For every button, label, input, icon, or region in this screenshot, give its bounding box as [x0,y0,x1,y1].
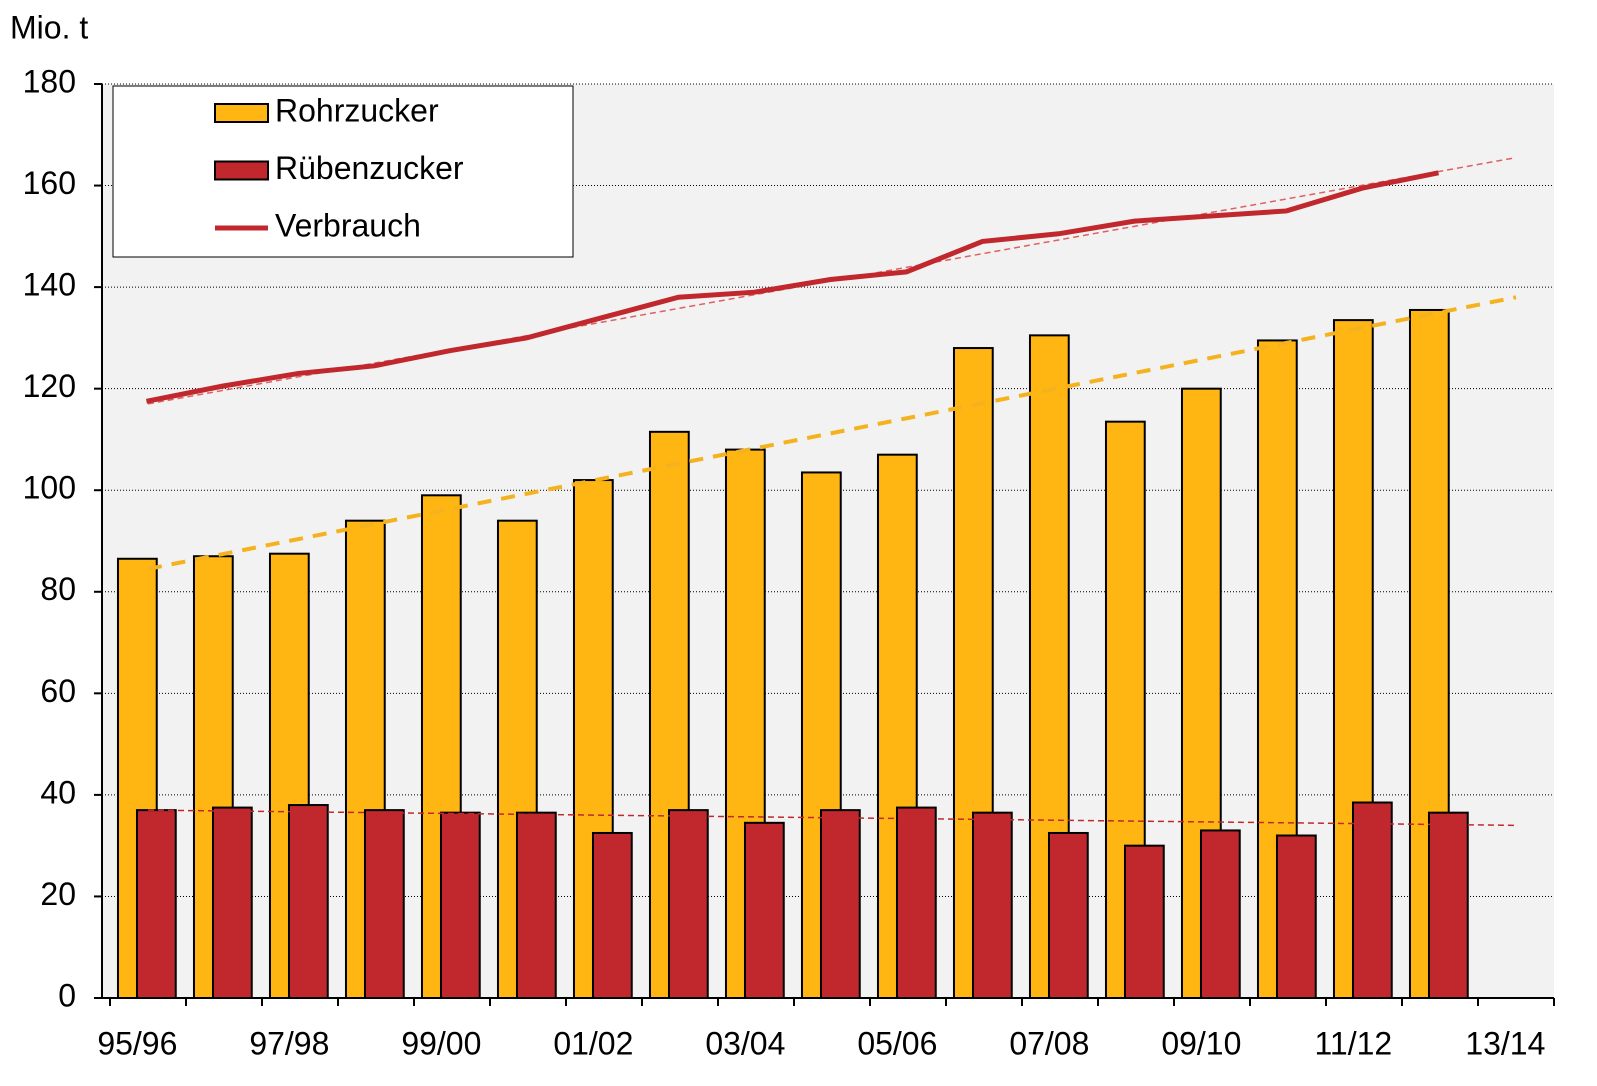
x-tick-label: 05/06 [857,1025,937,1061]
bar [971,811,1013,1000]
bar [363,809,405,999]
x-tick-label: 99/00 [401,1025,481,1061]
y-tick-label: 100 [23,470,76,506]
bar [743,821,785,999]
y-tick-label: 140 [23,267,76,303]
y-tick-label: 180 [23,63,76,99]
x-tick-label: 07/08 [1009,1025,1089,1061]
legend-swatch [214,103,269,123]
y-tick-label: 20 [40,876,76,912]
bar [135,809,177,999]
bar [1199,829,1241,1000]
y-tick-label: 0 [58,977,76,1013]
bar [211,806,253,999]
x-tick-label: 95/96 [97,1025,177,1061]
bar [1427,811,1469,1000]
x-tick-label: 11/12 [1315,1025,1393,1061]
bar [439,811,481,1000]
bar [895,806,937,999]
bar [667,809,709,999]
x-tick-label: 01/02 [553,1025,633,1061]
y-axis-label: Mio. t [10,9,88,45]
x-tick-label: 03/04 [705,1025,785,1061]
bar [1123,844,1165,1000]
trendline [147,295,1517,571]
line [145,170,1439,404]
bar [1351,801,1393,999]
bar [591,831,633,999]
x-tick-label: 97/98 [249,1025,329,1061]
legend [112,85,574,258]
y-tick-label: 80 [40,571,76,607]
y-tick-label: 120 [23,368,76,404]
bar [1275,834,1317,999]
y-tick-label: 160 [23,165,76,201]
legend-label: Verbrauch [275,207,421,243]
trendline [147,809,1517,827]
bar [287,804,329,999]
legend-label: Rübenzucker [275,150,464,186]
x-tick-label: 09/10 [1161,1025,1241,1061]
y-tick-label: 60 [40,673,76,709]
y-tick-label: 40 [40,774,76,810]
x-tick-label: 13/14 [1465,1025,1545,1061]
bar [1047,831,1089,999]
bar [819,809,861,999]
legend-swatch [214,160,269,181]
legend-label: Rohrzucker [275,92,439,128]
bar [515,811,557,1000]
